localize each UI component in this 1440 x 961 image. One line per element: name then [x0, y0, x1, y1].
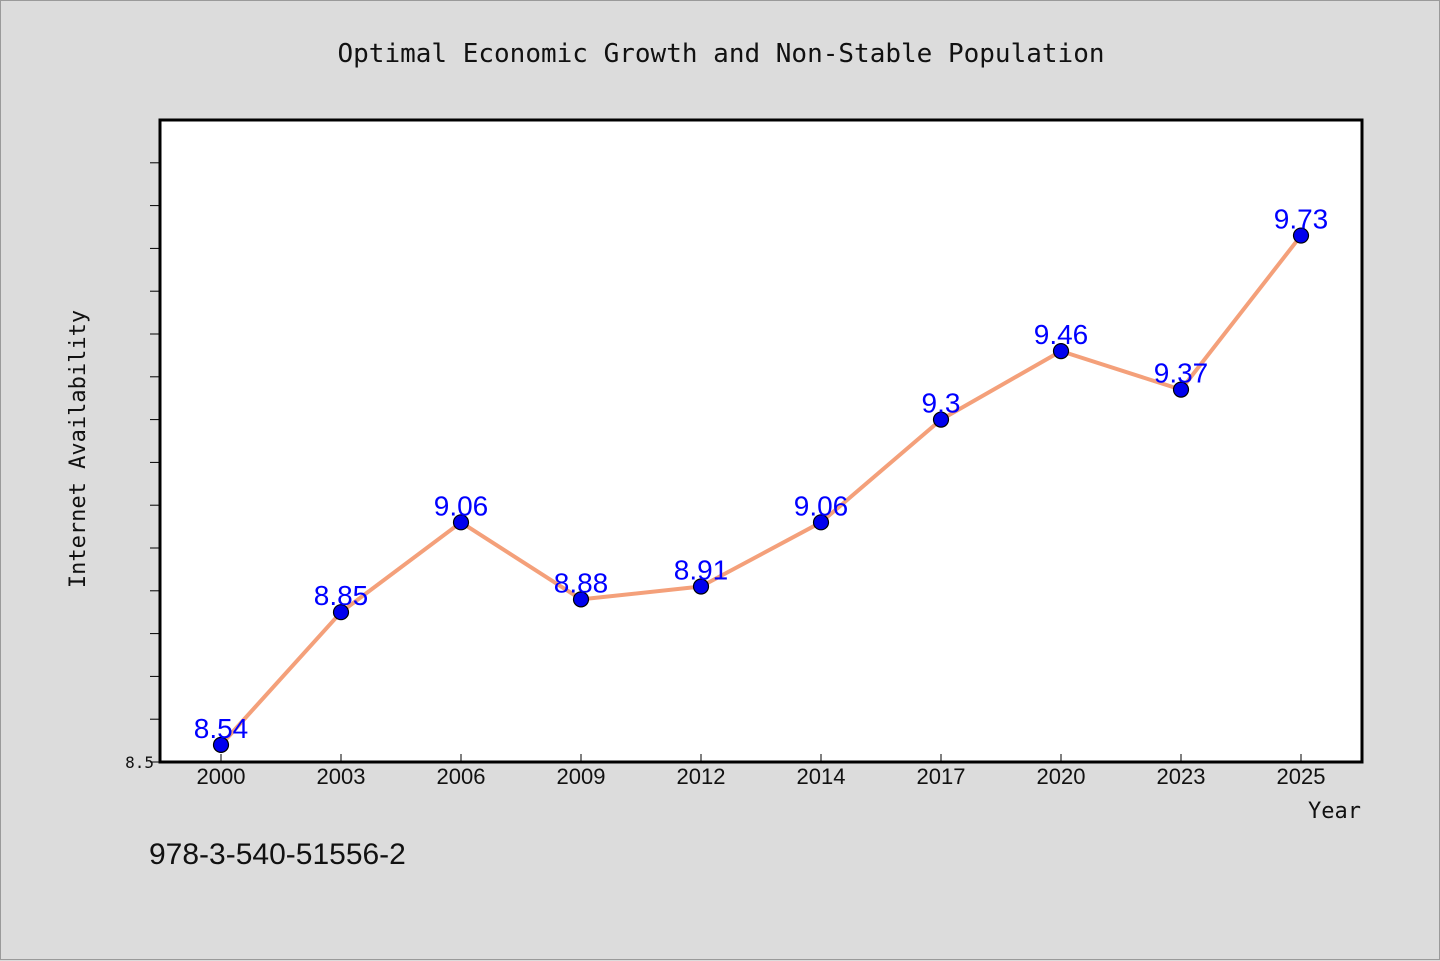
x-tick-label: 2012 — [677, 764, 726, 789]
data-label: 8.54 — [194, 713, 249, 744]
data-label: 9.06 — [434, 490, 489, 521]
data-label: 8.88 — [554, 567, 609, 598]
x-axis-ticks: 2000 2003 2006 2009 2012 2014 2017 2020 2023 2025 — [197, 754, 1326, 789]
data-point — [1292, 227, 1310, 244]
data-point — [932, 411, 950, 428]
data-label: 9.37 — [1154, 358, 1209, 389]
data-point — [812, 514, 830, 531]
x-tick-label: 2023 — [1157, 764, 1206, 789]
data-label: 9.3 — [922, 388, 961, 419]
footer-identifier: 978-3-540-51556-2 — [149, 838, 406, 871]
data-point — [452, 514, 470, 531]
x-tick-label: 2020 — [1037, 764, 1086, 789]
series-layer: 8.54 8.85 9.06 8.88 8.91 9.06 9.3 9.46 9.37 9.73 — [194, 204, 1329, 753]
data-point — [332, 604, 350, 621]
x-tick-label: 2000 — [197, 764, 246, 789]
chart-title: Optimal Economic Growth and Non-Stable P… — [337, 39, 1104, 69]
x-tick-label: 2009 — [557, 764, 606, 789]
data-point — [212, 736, 230, 753]
y-axis-title: Internet Availability — [66, 310, 91, 588]
x-tick-label: 2025 — [1277, 764, 1326, 789]
data-point — [692, 578, 710, 595]
plot-area — [158, 118, 1364, 764]
series-line — [219, 233, 1303, 747]
data-point — [1052, 343, 1070, 360]
data-point — [572, 591, 590, 608]
data-label: 9.46 — [1034, 319, 1089, 350]
x-tick-label: 2003 — [317, 764, 366, 789]
data-label: 9.73 — [1274, 204, 1329, 235]
data-label: 8.85 — [314, 580, 369, 611]
data-point — [1172, 381, 1190, 398]
x-tick-label: 2006 — [437, 764, 486, 789]
x-tick-label: 2014 — [797, 764, 846, 789]
y-tick-label: 8.5 — [125, 753, 154, 772]
x-axis-title: Year — [1308, 799, 1361, 824]
y-axis-ticks: 8.5 — [125, 162, 160, 772]
x-tick-label: 2017 — [917, 764, 966, 789]
data-label: 9.06 — [794, 490, 849, 521]
data-label: 8.91 — [674, 555, 729, 586]
